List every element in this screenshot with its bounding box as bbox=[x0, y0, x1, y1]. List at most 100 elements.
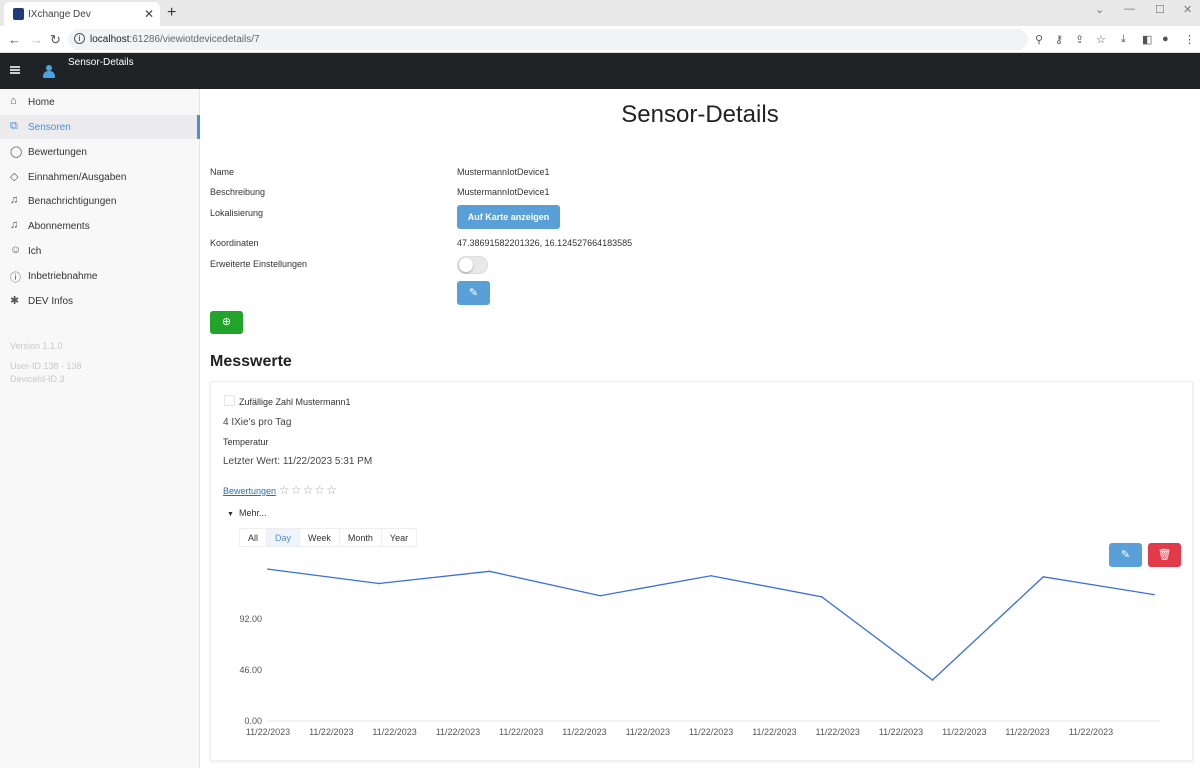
star-icon[interactable]: ☆ bbox=[290, 483, 303, 497]
bell-icon: ♫ bbox=[10, 219, 19, 231]
more-toggle[interactable]: ▼ Mehr... bbox=[227, 508, 266, 518]
x-tick-label: 11/22/2023 bbox=[689, 727, 733, 737]
measurement-card: Zufällige Zahl Mustermann1 4 IXie's pro … bbox=[210, 381, 1193, 761]
measurement-type: Temperatur bbox=[223, 437, 269, 447]
data-point bbox=[820, 596, 823, 598]
sidebar-item-bewertungen[interactable]: ◯ Bewertungen bbox=[0, 140, 200, 164]
y-tick-label: 0.00 bbox=[244, 716, 262, 726]
hamburger-menu-icon[interactable] bbox=[10, 66, 20, 74]
chevron-down-icon[interactable]: ⌄ bbox=[1095, 4, 1105, 16]
diamond-icon: ◇ bbox=[10, 171, 19, 183]
edit-icon: ✎ bbox=[1120, 549, 1131, 561]
delete-measurement-button[interactable]: 🗑 bbox=[1148, 543, 1181, 567]
url-path: :61286/viewiotdevicedetails/7 bbox=[129, 34, 260, 45]
new-tab-button[interactable]: + bbox=[167, 4, 177, 21]
browser-tab[interactable]: IXchange Dev ✕ bbox=[4, 2, 160, 26]
description-value: MustermannIotDevice1 bbox=[457, 187, 550, 197]
url-input[interactable]: i localhost:61286/viewiotdevicedetails/7 bbox=[68, 29, 1028, 50]
range-month[interactable]: Month bbox=[340, 529, 382, 546]
forward-icon[interactable]: → bbox=[30, 32, 43, 47]
share-icon[interactable]: ⇪ bbox=[1075, 34, 1085, 46]
key-icon[interactable]: ⚷ bbox=[1055, 34, 1064, 46]
data-point bbox=[1042, 576, 1045, 578]
edit-measurement-button[interactable]: ✎ bbox=[1109, 543, 1142, 567]
sidebar-item-home[interactable]: ⌂ Home bbox=[0, 90, 200, 114]
data-point bbox=[931, 679, 934, 681]
last-value: Letzter Wert: 11/22/2023 5:31 PM bbox=[223, 456, 373, 467]
sidebar-item-abonnements[interactable]: ♫ Abonnements bbox=[0, 214, 200, 238]
profile-icon[interactable]: ● bbox=[1162, 33, 1169, 45]
x-tick-label: 11/22/2023 bbox=[246, 727, 290, 737]
sidebar-item-label: DEV Infos bbox=[28, 296, 74, 307]
bookmark-star-icon[interactable]: ☆ bbox=[1096, 34, 1106, 46]
header-title: Sensor-Details bbox=[68, 57, 134, 68]
edit-sensor-button[interactable]: ✎ bbox=[457, 281, 490, 305]
reload-icon[interactable]: ↻ bbox=[50, 32, 61, 47]
caret-down-icon: ▼ bbox=[227, 511, 234, 518]
sidebar-item-benachrichtigungen[interactable]: ♫ Benachrichtigungen bbox=[0, 189, 200, 213]
star-icon[interactable]: ☆ bbox=[326, 483, 338, 497]
back-icon[interactable]: ← bbox=[8, 32, 21, 47]
measurement-checkbox[interactable] bbox=[224, 395, 235, 406]
location-icon[interactable]: ⚲ bbox=[1035, 34, 1044, 46]
star-icon[interactable]: ☆ bbox=[279, 483, 291, 497]
coordinates-value: 47.38691582201326, 16.124527664183585 bbox=[457, 238, 633, 248]
sidebar-item-label: Bewertungen bbox=[28, 147, 87, 158]
sidebar-item-label: Home bbox=[28, 97, 55, 108]
menu-icon[interactable]: ⋮ bbox=[1184, 34, 1195, 46]
ratings-link[interactable]: Bewertungen bbox=[223, 486, 277, 496]
range-week[interactable]: Week bbox=[300, 529, 340, 546]
sidebar-item-label: Einnahmen/Ausgaben bbox=[28, 172, 127, 183]
maximize-button[interactable]: ☐ bbox=[1155, 4, 1165, 16]
x-tick-label: 11/22/2023 bbox=[499, 727, 543, 737]
coordinates-label: Koordinaten bbox=[210, 238, 259, 248]
range-year[interactable]: Year bbox=[389, 533, 409, 543]
show-on-map-button[interactable]: Auf Karte anzeigen bbox=[457, 205, 560, 229]
range-day[interactable]: Day bbox=[267, 529, 301, 546]
star-icon[interactable]: ☆ bbox=[314, 483, 327, 497]
sidepanel-icon[interactable]: ◧ bbox=[1142, 34, 1153, 46]
range-all[interactable]: All bbox=[240, 529, 268, 546]
user-icon[interactable] bbox=[43, 65, 55, 78]
close-tab-icon[interactable]: ✕ bbox=[143, 7, 154, 21]
sidebar-item-ich[interactable]: ☺ Ich bbox=[0, 239, 200, 263]
x-tick-label: 11/22/2023 bbox=[1005, 727, 1049, 737]
add-button[interactable]: ⊕ bbox=[210, 311, 243, 334]
rating-stars[interactable]: ☆☆☆☆☆ bbox=[279, 483, 338, 497]
x-tick-label: 11/22/2023 bbox=[1069, 727, 1113, 737]
minimize-button[interactable]: — bbox=[1124, 3, 1135, 15]
bell-icon: ♫ bbox=[10, 194, 19, 206]
star-icon[interactable]: ☆ bbox=[302, 483, 315, 497]
trash-icon: 🗑 bbox=[1157, 549, 1172, 561]
version-text: Version 1.1.0 bbox=[10, 341, 63, 351]
sidebar-item-sensoren[interactable]: ⧉ Sensoren bbox=[0, 115, 200, 139]
data-point bbox=[488, 570, 491, 573]
plus-circle-icon: ⊕ bbox=[221, 316, 232, 328]
home-icon: ⌂ bbox=[10, 95, 17, 107]
info-icon[interactable]: i bbox=[74, 33, 85, 44]
page-title: Sensor-Details bbox=[621, 101, 779, 128]
x-tick-label: 11/22/2023 bbox=[436, 727, 480, 737]
x-tick-label: 11/22/2023 bbox=[752, 727, 796, 737]
close-window-button[interactable]: ✕ bbox=[1183, 4, 1193, 16]
info-icon: ⓘ bbox=[10, 272, 21, 284]
data-point bbox=[1153, 593, 1155, 596]
sensor-icon: ⧉ bbox=[10, 120, 18, 132]
sidebar-item-einnahmen[interactable]: ◇ Einnahmen/Ausgaben bbox=[0, 165, 200, 189]
measurement-name: Zufällige Zahl Mustermann1 bbox=[239, 397, 351, 407]
download-icon[interactable]: ⤓ bbox=[1121, 33, 1126, 45]
sidebar-item-label: Sensoren bbox=[28, 122, 71, 133]
x-tick-label: 11/22/2023 bbox=[372, 727, 416, 737]
sidebar-item-dev-infos[interactable]: ✱ DEV Infos bbox=[0, 289, 200, 313]
advanced-settings-toggle[interactable] bbox=[457, 256, 488, 274]
x-tick-label: 11/22/2023 bbox=[309, 727, 353, 737]
sidebar-item-inbetriebnahme[interactable]: ⓘ Inbetriebnahme bbox=[0, 264, 200, 288]
browser-tabbar: IXchange Dev ✕ + ⌄ — ☐ ✕ bbox=[0, 0, 1200, 26]
y-tick-label: 92.00 bbox=[239, 614, 262, 624]
section-title: Messwerte bbox=[210, 353, 292, 370]
edit-icon: ✎ bbox=[468, 287, 479, 299]
user-icon: ☺ bbox=[10, 244, 22, 256]
chat-icon: ◯ bbox=[10, 146, 23, 158]
x-tick-label: 11/22/2023 bbox=[942, 727, 986, 737]
